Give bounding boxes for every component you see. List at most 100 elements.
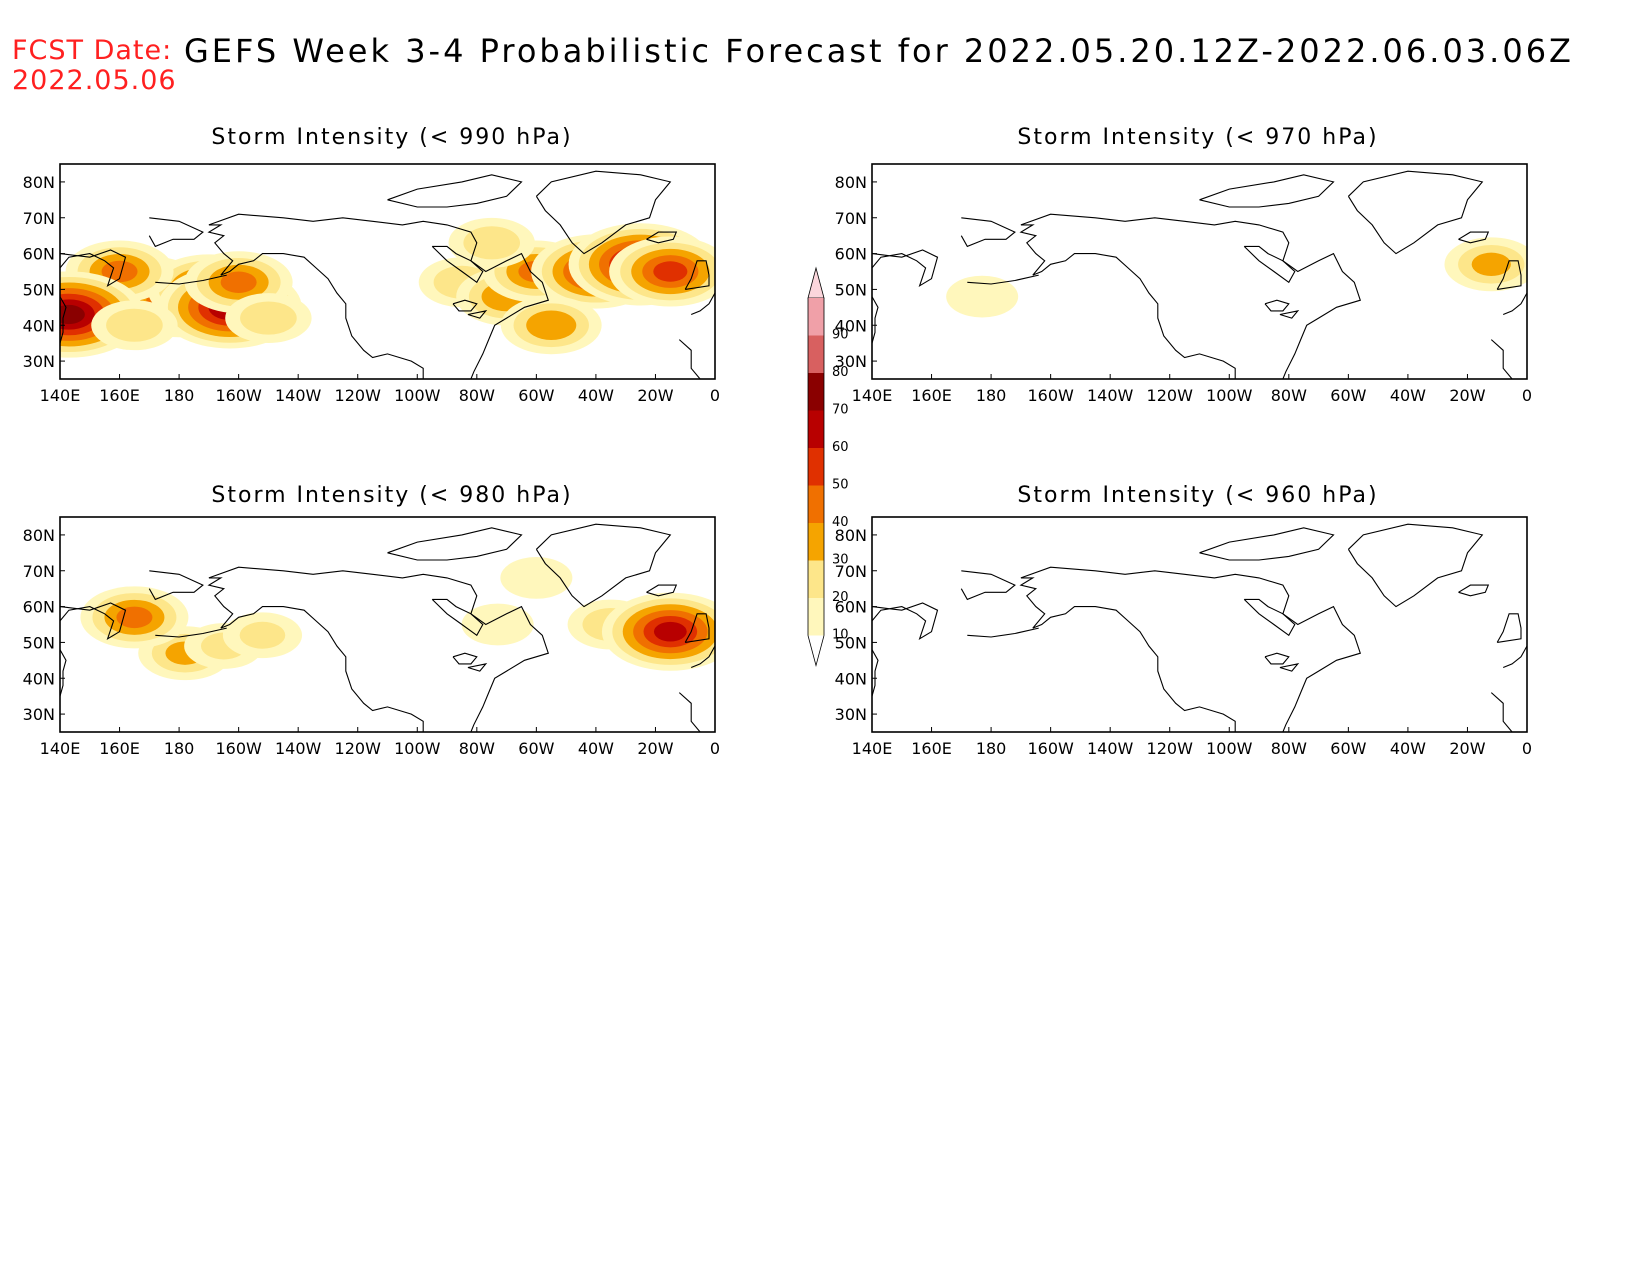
colorbar-swatch — [808, 523, 824, 561]
lon-tick-label: 180 — [164, 739, 195, 758]
probability-cell — [106, 308, 163, 342]
lon-tick-label: 160W — [1027, 386, 1074, 405]
coastline — [1279, 310, 1300, 319]
fcst-date-value: 2022.05.06 — [12, 65, 177, 96]
colorbar-swatch — [808, 485, 824, 523]
coastline — [1496, 260, 1522, 290]
coastline — [960, 217, 1016, 248]
colorbar-level-label: 50 — [832, 478, 849, 493]
lon-tick-label: 80W — [1271, 739, 1307, 758]
lat-tick-label: 60N — [835, 245, 867, 264]
lon-tick-label: 120W — [335, 386, 382, 405]
lat-tick-label: 60N — [835, 598, 867, 617]
map-plot-area — [60, 523, 715, 732]
map-plot-area — [872, 170, 1527, 379]
coastline — [872, 649, 879, 697]
lon-tick-label: 160W — [215, 386, 262, 405]
colorbar-swatch — [808, 560, 824, 598]
lon-tick-label: 140W — [1087, 386, 1134, 405]
lon-tick-label: 160W — [215, 739, 262, 758]
lat-tick-label: 50N — [23, 280, 55, 299]
lon-tick-label: 20W — [1449, 386, 1485, 405]
coastline — [208, 566, 550, 732]
coastline — [155, 627, 227, 638]
colorbar-bottom-triangle — [807, 635, 825, 668]
lat-tick-label: 70N — [23, 209, 55, 228]
colorbar-level-label: 80 — [832, 365, 849, 380]
coastline — [148, 217, 204, 248]
coastline — [60, 296, 67, 344]
coastline — [60, 249, 127, 288]
coastline — [1502, 292, 1527, 316]
lon-tick-label: 160E — [99, 386, 140, 405]
probability-cell — [239, 621, 286, 649]
coastline — [646, 231, 678, 244]
lon-tick-label: 140E — [40, 739, 81, 758]
coastline — [678, 692, 701, 732]
probability-cell — [60, 304, 85, 325]
probability-cell — [653, 261, 688, 282]
panel-title-960: Storm Intensity (< 960 hPa) — [1017, 483, 1379, 508]
lon-tick-label: 80W — [1271, 386, 1307, 405]
lon-tick-label: 160E — [99, 739, 140, 758]
lon-tick-label: 0 — [710, 739, 720, 758]
colorbar-level-label: 40 — [832, 515, 849, 530]
coastline — [155, 274, 227, 285]
lon-tick-label: 40W — [1390, 739, 1426, 758]
coastline — [431, 245, 484, 284]
coastline — [1458, 584, 1490, 597]
lat-tick-label: 60N — [23, 245, 55, 264]
coastline — [60, 602, 127, 641]
lon-tick-label: 20W — [1449, 739, 1485, 758]
colorbar-level-label: 30 — [832, 553, 849, 568]
lat-tick-label: 50N — [23, 633, 55, 652]
lat-tick-label: 40N — [23, 316, 55, 335]
probability-cell — [526, 310, 577, 340]
lon-tick-label: 180 — [164, 386, 195, 405]
coastline — [452, 299, 478, 312]
lat-tick-label: 80N — [23, 526, 55, 545]
colorbar-legend: 10 20 30 40 50 60 70 80 90 — [807, 266, 849, 668]
lon-tick-label: 160W — [1027, 739, 1074, 758]
lon-tick-label: 180 — [976, 739, 1007, 758]
lon-tick-label: 100W — [394, 739, 441, 758]
colorbar-level-label: 10 — [832, 628, 849, 643]
map-panel-970: 140E 160E 180 160W 140W 120W 100W 80W 60W 40W 20W 0… — [835, 163, 1532, 405]
coastline — [872, 249, 939, 288]
panel-title-970: Storm Intensity (< 970 hPa) — [1017, 125, 1379, 150]
lat-tick-label: 30N — [835, 705, 867, 724]
lon-tick-label: 140E — [852, 386, 893, 405]
lon-tick-label: 40W — [578, 739, 614, 758]
coastline — [872, 602, 939, 641]
coastline — [684, 613, 710, 643]
lon-tick-label: 0 — [1522, 739, 1532, 758]
panel-title-980: Storm Intensity (< 980 hPa) — [211, 483, 573, 508]
lon-tick-label: 80W — [459, 386, 495, 405]
coastline — [467, 310, 488, 319]
colorbar-top-triangle — [807, 266, 825, 299]
lon-tick-label: 100W — [1206, 739, 1253, 758]
colorbar-swatch — [808, 335, 824, 373]
panel-title-990: Storm Intensity (< 990 hPa) — [211, 125, 573, 150]
lon-tick-label: 60W — [518, 386, 554, 405]
lat-tick-label: 40N — [835, 316, 867, 335]
coastline — [387, 527, 523, 561]
coastline — [1264, 299, 1290, 312]
probability-cell — [220, 271, 257, 293]
coastline — [1020, 566, 1362, 732]
lon-tick-label: 80W — [459, 739, 495, 758]
lat-tick-label: 30N — [23, 705, 55, 724]
probability-cell — [946, 275, 1019, 318]
lon-tick-label: 0 — [710, 386, 720, 405]
coastline — [467, 663, 488, 672]
coastline — [535, 170, 672, 255]
lat-tick-label: 80N — [835, 526, 867, 545]
probability-cell — [653, 621, 687, 642]
coastline — [207, 577, 424, 732]
coastline — [208, 213, 550, 379]
map-plot-area — [60, 170, 715, 379]
lon-tick-label: 140W — [1087, 739, 1134, 758]
map-plot-area — [872, 523, 1527, 732]
coastline — [1490, 339, 1513, 379]
coastline — [1502, 645, 1527, 669]
